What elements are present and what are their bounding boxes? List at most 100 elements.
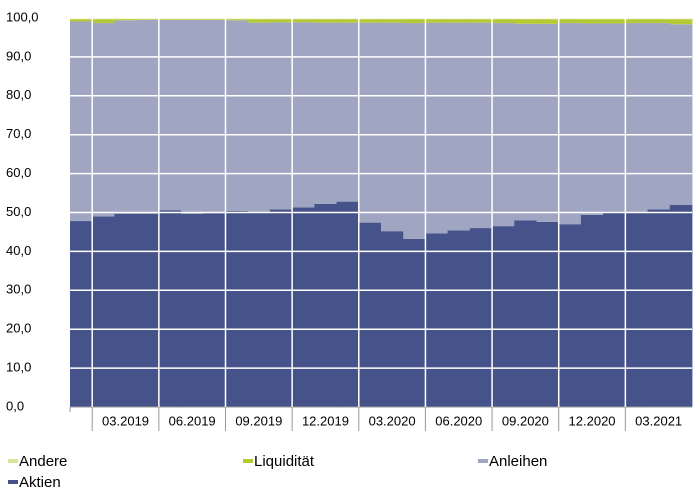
y-tick-label: 30,0	[6, 282, 31, 297]
bar-segment	[536, 221, 560, 407]
bar-segment	[292, 22, 315, 208]
bar-segment	[136, 19, 160, 214]
y-tick-label: 100,0	[6, 9, 39, 24]
bar-segment	[381, 22, 404, 232]
x-tick-label: 03.2019	[102, 413, 149, 428]
bar-segment	[447, 22, 471, 231]
x-tick-label: 06.2020	[435, 413, 482, 428]
x-tick-label: 09.2019	[235, 413, 282, 428]
bar-segment	[136, 19, 160, 20]
bar-segment	[70, 19, 93, 22]
y-tick-label: 70,0	[6, 126, 31, 141]
bar-segment	[203, 213, 226, 407]
bar-segment	[247, 212, 271, 407]
bar-segment	[492, 226, 515, 407]
bar-segment	[92, 216, 115, 407]
bar-segment	[580, 214, 604, 407]
x-tick-label: 12.2019	[302, 413, 349, 428]
bar-segment	[158, 19, 182, 211]
bar-segment	[336, 201, 360, 407]
bar-segment	[447, 230, 471, 407]
bar-segment	[181, 19, 204, 214]
bar-segment	[469, 22, 493, 229]
bar-segment	[492, 23, 515, 227]
bar-segment	[447, 19, 471, 23]
bar-segment	[580, 19, 604, 24]
bar-segment	[425, 233, 449, 407]
bar-segment	[647, 23, 671, 210]
bar-segment	[669, 24, 693, 205]
bar-segment	[181, 213, 204, 407]
bar-segment	[114, 20, 138, 214]
bar-segment	[580, 23, 604, 215]
bar-segment	[469, 19, 493, 23]
bar-segment	[425, 22, 449, 234]
bar-segment	[381, 19, 404, 23]
legend-swatch	[478, 459, 488, 463]
x-tick-label: 09.2020	[502, 413, 549, 428]
bar-segment	[558, 224, 582, 407]
bar-segment	[625, 19, 648, 24]
bar-segment	[358, 22, 382, 223]
y-tick-label: 50,0	[6, 204, 31, 219]
bar-segment	[625, 23, 648, 213]
bar-segment	[225, 210, 249, 407]
bar-segment	[558, 19, 582, 24]
bar-segment	[514, 220, 537, 407]
x-tick-label: 03.2021	[635, 413, 682, 428]
bar-segment	[669, 19, 693, 25]
bar-segment	[625, 212, 648, 407]
bar-segment	[203, 19, 226, 214]
legend-label: Anleihen	[489, 453, 547, 470]
bar-segment	[203, 19, 226, 20]
y-tick-label: 0,0	[6, 398, 24, 413]
bar-segment	[536, 19, 560, 24]
bar-segment	[603, 19, 626, 24]
bar-segment	[314, 22, 337, 204]
legend-swatch	[8, 459, 18, 463]
y-tick-label: 10,0	[6, 360, 31, 375]
bar-segment	[292, 19, 315, 23]
x-tick-label: 06.2019	[169, 413, 216, 428]
bar-segment	[247, 22, 271, 213]
bar-segment	[136, 213, 160, 407]
legend-swatch	[8, 480, 18, 484]
bar-segment	[647, 209, 671, 407]
y-tick-label: 60,0	[6, 165, 31, 180]
bar-segment	[158, 19, 182, 20]
bar-segment	[603, 23, 626, 213]
bar-segment	[536, 23, 560, 222]
bar-segment	[92, 19, 115, 24]
bar-segment	[247, 19, 271, 23]
bar-segment	[469, 228, 493, 407]
bar-segment	[514, 23, 537, 221]
bar-segment	[358, 222, 382, 407]
legend-swatch	[243, 459, 253, 463]
bar-segment	[358, 19, 382, 23]
bar-segment	[225, 19, 249, 21]
y-tick-label: 90,0	[6, 48, 31, 63]
legend-label: Andere	[19, 453, 67, 470]
bar-segment	[181, 19, 204, 20]
bar-segment	[114, 19, 138, 21]
bar-segment	[669, 204, 693, 407]
bar-segment	[403, 19, 426, 24]
bar-segment	[381, 231, 404, 407]
bar-segment	[70, 221, 93, 407]
legend-label: Aktien	[19, 474, 61, 491]
bar-segment	[514, 19, 537, 24]
bar-segment	[225, 20, 249, 211]
bar-segment	[403, 23, 426, 239]
bar-segment	[647, 19, 671, 24]
bar-segment	[314, 19, 337, 23]
x-tick-label: 12.2020	[569, 413, 616, 428]
bar-segment	[92, 23, 115, 217]
bar-segment	[558, 23, 582, 225]
bar-segment	[336, 19, 360, 23]
legend-label: Liquidität	[254, 453, 315, 470]
bar-segment	[269, 19, 293, 23]
bar-segment	[269, 22, 293, 210]
bar-segment	[292, 207, 315, 407]
bar-segment	[269, 209, 293, 407]
